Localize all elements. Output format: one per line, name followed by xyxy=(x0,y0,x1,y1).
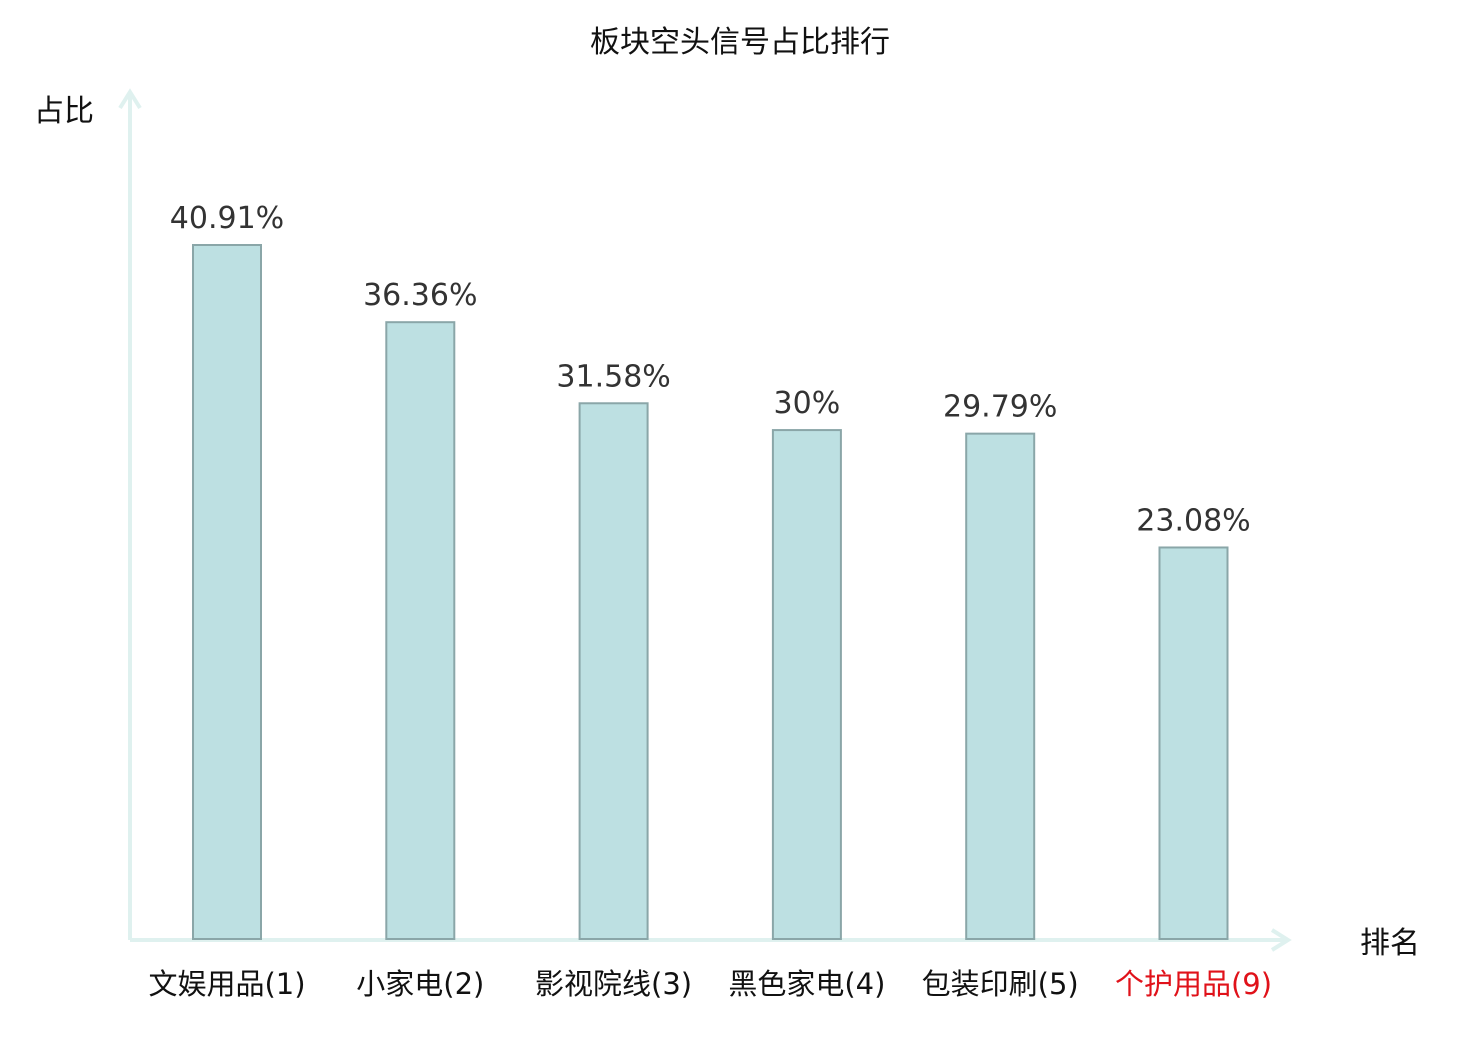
bar-value-label: 36.36% xyxy=(363,278,477,313)
bar xyxy=(965,432,1036,940)
x-axis-label: 排名 xyxy=(1360,926,1420,961)
bar xyxy=(1158,546,1229,940)
bar-value-label: 31.58% xyxy=(556,359,670,394)
category-tick-label: 个护用品(9) xyxy=(1115,967,1272,1001)
bar xyxy=(385,321,456,940)
chart-title: 板块空头信号占比排行 xyxy=(590,25,890,60)
category-tick-label: 黑色家电(4) xyxy=(728,967,885,1001)
x-axis xyxy=(130,928,1292,952)
category-labels-group: 文娱用品(1) 小家电(2) 影视院线(3) 黑色家电(4) 包装印刷(5) 个护用品(9… xyxy=(148,967,1272,1001)
bar-value-label: 40.91% xyxy=(170,201,284,236)
bar-value-label: 23.08% xyxy=(1136,503,1250,538)
category-tick-label: 小家电(2) xyxy=(356,967,484,1001)
y-axis xyxy=(118,88,142,940)
y-axis-label: 占比 xyxy=(34,94,94,129)
bars-group xyxy=(192,244,1229,941)
y-axis-arrow xyxy=(118,88,142,110)
category-tick-label: 文娱用品(1) xyxy=(148,967,305,1001)
bar-value-label: 29.79% xyxy=(943,390,1057,425)
bar-value-label: 30% xyxy=(774,386,841,421)
category-tick-label: 包装印刷(5) xyxy=(922,967,1079,1001)
bar xyxy=(771,429,842,940)
bar xyxy=(192,244,262,940)
category-tick-label: 影视院线(3) xyxy=(535,967,692,1001)
value-labels-group: 40.91% 36.36% 31.58% 30% 29.79% 23.08% xyxy=(170,201,1251,538)
x-axis-arrow xyxy=(1270,928,1292,952)
bar xyxy=(578,402,649,941)
